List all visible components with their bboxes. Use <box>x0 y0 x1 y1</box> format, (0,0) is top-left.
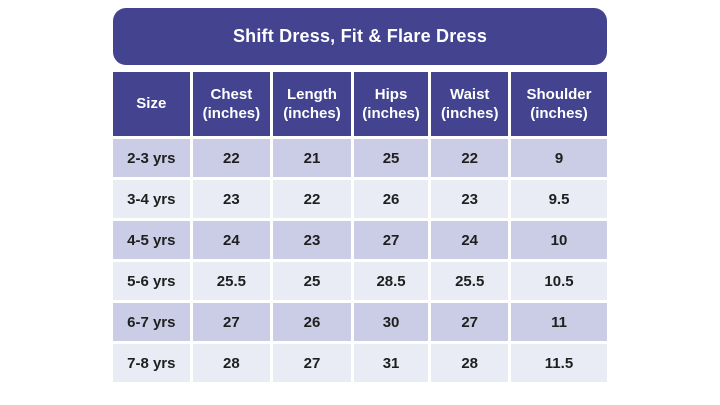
table-cell-waist: 24 <box>431 221 508 259</box>
table-cell-shoulder: 10.5 <box>511 262 607 300</box>
size-label-cell: 4-5 yrs <box>113 221 190 259</box>
size-label-cell: 3-4 yrs <box>113 180 190 218</box>
table-cell-hips: 25 <box>353 139 429 177</box>
table-cell-length: 27 <box>273 344 351 382</box>
table-cell-hips: 28.5 <box>353 262 429 300</box>
table-cell-waist: 28 <box>431 344 508 382</box>
table-cell-chest: 23 <box>192 180 271 218</box>
table-cell-shoulder: 9.5 <box>511 180 607 218</box>
table-cell-chest: 27 <box>192 303 271 341</box>
table-cell-shoulder: 10 <box>511 221 607 259</box>
table-cell-chest: 24 <box>192 221 271 259</box>
size-label-cell: 6-7 yrs <box>113 303 190 341</box>
table-cell-waist: 22 <box>431 139 508 177</box>
table-cell-shoulder: 9 <box>511 139 607 177</box>
table-cell-hips: 31 <box>353 344 429 382</box>
table-cell-shoulder: 11.5 <box>511 344 607 382</box>
size-label-cell: 2-3 yrs <box>113 139 190 177</box>
table-cell-hips: 26 <box>353 180 429 218</box>
size-label-cell: 5-6 yrs <box>113 262 190 300</box>
size-table: Size Chest (inches) Length (inches) Hips (i… <box>113 72 607 382</box>
table-cell-length: 26 <box>273 303 351 341</box>
page-title: Shift Dress, Fit & Flare Dress <box>232 26 488 46</box>
table-cell-length: 22 <box>273 180 351 218</box>
table-cell-length: 23 <box>273 221 351 259</box>
column-header-size: Size <box>113 72 190 136</box>
column-header-waist: Waist (inches) <box>431 72 508 136</box>
table-cell-chest: 22 <box>192 139 271 177</box>
table-cell-chest: 25.5 <box>192 262 271 300</box>
table-cell-length: 25 <box>273 262 351 300</box>
table-cell-hips: 27 <box>353 221 429 259</box>
table-cell-waist: 23 <box>431 180 508 218</box>
table-cell-waist: 25.5 <box>431 262 508 300</box>
table-cell-shoulder: 11 <box>511 303 607 341</box>
title-banner: Shift Dress, Fit & Flare Dress <box>113 8 607 65</box>
size-label-cell: 7-8 yrs <box>113 344 190 382</box>
table-cell-length: 21 <box>273 139 351 177</box>
table-cell-hips: 30 <box>353 303 429 341</box>
column-header-chest: Chest (inches) <box>192 72 271 136</box>
column-header-hips: Hips (inches) <box>353 72 429 136</box>
column-header-length: Length (inches) <box>273 72 351 136</box>
table-cell-chest: 28 <box>192 344 271 382</box>
column-header-shoulder: Shoulder (inches) <box>511 72 607 136</box>
table-cell-waist: 27 <box>431 303 508 341</box>
